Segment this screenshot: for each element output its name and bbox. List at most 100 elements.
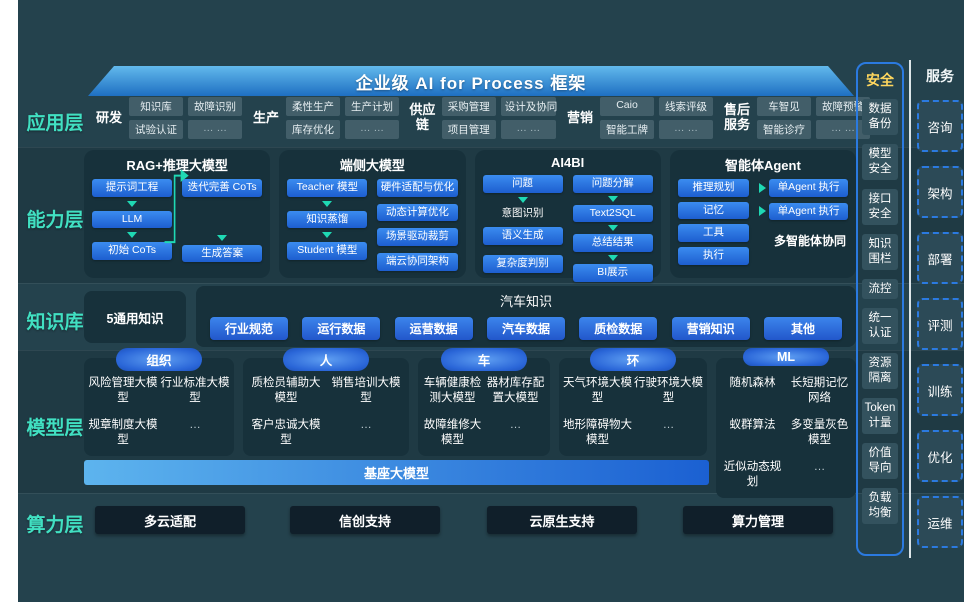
app-cell: 采购管理 (441, 97, 496, 116)
model-item: 车辆健康检测大模型 (423, 377, 482, 404)
model-item-more: … (662, 418, 675, 431)
layer-label-knowledge: 知识库 (26, 312, 84, 333)
app-cells: 采购管理 设计及协同 项目管理 … … (441, 97, 557, 139)
app-group-after-sales: 售后服务 车智见 故障预警 智能诊疗 … … (722, 97, 870, 139)
app-group-name: 研发 (95, 109, 122, 125)
flow-node: Text2SQL (572, 204, 653, 223)
flow-node: 单Agent 执行 (769, 179, 848, 197)
knowledge-pill: 其他 (763, 317, 842, 340)
capability-box-rag: RAG+推理大模型 提示词工程 LLM 初始 CoTs 迭代完善 CoTs (84, 150, 271, 278)
arrow-down-icon (127, 232, 138, 239)
security-item: 价值导向 (862, 443, 898, 479)
model-item: 天气环境大模型 (563, 377, 632, 404)
ai4bi-columns: 问题 意图识别 语义生成 复杂度判别 问题分解 Text2SQL 总结结果 BI… (482, 175, 653, 282)
model-items: 风险管理大模型 行业标准大模型 规章制度大模型 … (88, 376, 230, 448)
model-item-more: … (813, 460, 826, 473)
app-group-supply-chain: 供应链 采购管理 设计及协同 项目管理 … … (408, 97, 557, 139)
security-item: 知识围栏 (862, 233, 898, 270)
model-group-pill: 车 (441, 348, 527, 371)
model-item-more: … (360, 418, 372, 431)
service-item: 咨询 (917, 100, 963, 152)
app-group-name: 供应链 (409, 102, 436, 132)
model-group-pill: 环 (590, 348, 676, 371)
base-model-bar: 基座大模型 (84, 460, 709, 485)
app-cells: Caio 线索评级 智能工牌 … … (600, 97, 713, 139)
flow-node: 问题分解 (572, 175, 653, 193)
compute-box-cloudnative: 云原生支持 (487, 506, 637, 534)
agent-exec-row: 单Agent 执行 (759, 202, 848, 221)
knowledge-pill: 运营数据 (394, 317, 473, 340)
rag-columns: 提示词工程 LLM 初始 CoTs 迭代完善 CoTs 生成答案 (92, 179, 263, 263)
arrow-down-icon (322, 200, 333, 207)
model-panel-environment: 环 天气环境大模型 行驶环境大模型 地形障碍物大模型 … (559, 348, 707, 456)
flow-node: Student 模型 (287, 242, 368, 260)
flow-node: Teacher 模型 (287, 179, 368, 197)
arrow-down-icon (127, 200, 138, 207)
capability-box-title: 端侧大模型 (339, 158, 405, 173)
app-group-rd: 研发 知识库 故障识别 试验认证 … … (94, 97, 242, 139)
rag-left-column: 提示词工程 LLM 初始 CoTs (92, 179, 173, 260)
compute-box-management: 算力管理 (683, 506, 833, 534)
security-item: 流控 (862, 278, 898, 300)
model-panel-ml: ML 随机森林 长短期记忆网络 蚁群算法 多变量灰色模型 近似动态规划 … (716, 348, 856, 498)
application-layer-row: 研发 知识库 故障识别 试验认证 … … 生产 柔性生产 生产计划 库存优化 …… (94, 97, 870, 139)
model-item: 地形障碍物大模型 (563, 418, 632, 446)
app-cell-more: … … (345, 120, 399, 139)
security-item: Token计量 (862, 398, 898, 435)
model-item: 多变量灰色模型 (790, 418, 849, 446)
arrow-down-icon (322, 232, 333, 239)
flow-node: 端云协同架构 (377, 252, 458, 271)
app-cell-more: … … (188, 120, 242, 139)
app-cell: 试验认证 (129, 120, 183, 139)
service-item: 部署 (917, 232, 963, 284)
app-cell: 设计及协同 (500, 97, 557, 116)
knowledge-general-box: 5通用知识 (84, 291, 186, 343)
app-cells: 车智见 故障预警 智能诊疗 … … (757, 97, 870, 139)
app-cell: 知识库 (129, 97, 183, 116)
model-item: 近似动态规划 (723, 460, 782, 488)
model-item: 随机森林 (729, 377, 776, 389)
app-cell: 车智见 (757, 97, 811, 116)
knowledge-pills-row: 行业规范 运行数据 运营数据 汽车数据 质检数据 营销知识 其他 (196, 310, 856, 340)
flow-node: 知识蒸馏 (287, 210, 368, 229)
capability-box-agent: 智能体Agent 推理规划 记忆 工具 执行 单Agent 执行 (669, 150, 856, 278)
app-cell: 智能诊疗 (757, 120, 811, 139)
app-cell: 生产计划 (345, 97, 399, 116)
layer-divider (18, 283, 964, 284)
app-cell-more: … … (500, 120, 556, 139)
layer-label-compute: 算力层 (26, 515, 84, 536)
compute-box-multicloud: 多云适配 (95, 506, 245, 534)
model-item-more: … (189, 418, 201, 431)
diagram-board: 企业级 AI for Process 框架 应用层 能力层 知识库 模型层 算力… (18, 0, 964, 602)
model-item-more: … (509, 418, 522, 431)
security-item: 统一认证 (862, 308, 898, 345)
agent-exec-row: 单Agent 执行 (759, 179, 848, 197)
edge-left-column: Teacher 模型 知识蒸馏 Student 模型 (287, 179, 368, 260)
model-panel-people: 人 质检员辅助大模型 销售培训大模型 客户忠诚大模型 … (243, 348, 409, 456)
model-item: 蚁群算法 (729, 418, 776, 431)
flow-node: LLM (92, 210, 173, 229)
agent-right-column: 单Agent 执行 单Agent 执行 多智能体协同 (759, 179, 848, 249)
knowledge-pill: 营销知识 (671, 317, 750, 340)
app-group-name: 售后服务 (723, 102, 750, 132)
flow-node: 问题 (482, 175, 563, 193)
column-divider (909, 60, 911, 558)
knowledge-pill: 运行数据 (302, 317, 381, 340)
knowledge-pill: 质检数据 (579, 317, 658, 340)
capability-box-ai4bi: AI4BI 问题 意图识别 语义生成 复杂度判别 问题分解 Text2SQL (474, 150, 661, 282)
arrow-down-icon (217, 234, 228, 241)
services-title: 服务 (926, 68, 954, 84)
compute-box-xinchuang: 信创支持 (290, 506, 440, 534)
framework-title: 企业级 AI for Process 框架 (355, 73, 587, 93)
security-item: 数据备份 (862, 99, 898, 135)
agent-left-column: 推理规划 记忆 工具 执行 (677, 179, 750, 265)
app-cell: 柔性生产 (286, 97, 340, 116)
model-items: 天气环境大模型 行驶环境大模型 地形障碍物大模型 … (563, 376, 703, 448)
model-item: 销售培训大模型 (331, 377, 401, 404)
security-item: 负载均衡 (862, 487, 898, 524)
app-cell: 智能工牌 (600, 120, 654, 139)
security-item: 模型安全 (862, 143, 898, 180)
knowledge-auto-title: 汽车知识 (499, 294, 552, 309)
arrow-down-icon (607, 254, 618, 261)
framework-title-banner: 企业级 AI for Process 框架 (88, 66, 854, 96)
